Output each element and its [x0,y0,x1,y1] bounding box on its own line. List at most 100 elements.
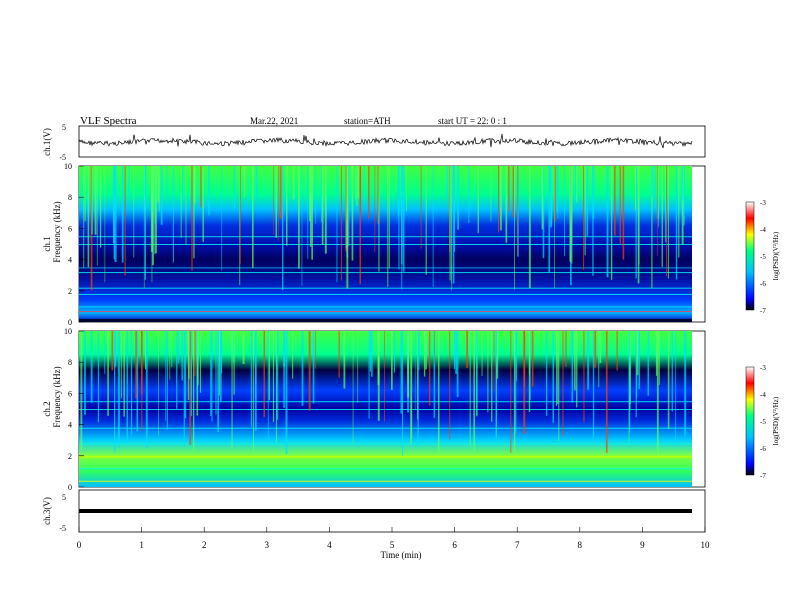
sferic-streak [145,331,148,448]
sferic-streak [498,166,500,233]
sferic-streak [221,166,223,271]
sferic-streak [542,166,545,259]
sferic-streak [655,331,658,376]
xaxis-label: Time (min) [381,550,422,560]
sferic-streak [338,331,340,378]
sferic-streak [183,331,185,446]
sferic-streak [417,331,418,420]
sferic-streak [215,331,217,415]
sferic-streak [675,166,678,280]
sferic-streak [185,166,187,245]
ch1-spec-channel-label: ch.1 [42,236,52,251]
sferic-streak [308,331,311,411]
sferic-streak [218,331,220,396]
ch1-ytick-bottom: -5 [59,153,66,162]
sferic-streak [473,331,476,451]
sferic-streak [671,331,673,412]
sferic-streak [683,166,685,226]
sferic-streak [301,331,304,406]
colorbar-tick-label: -4 [760,226,766,234]
ch2-spec-ylabel: Frequency (kHz) [52,366,62,427]
yaxis-tick-label: 0 [68,318,72,327]
sferic-streak [548,166,551,273]
sferic-streak [594,331,597,368]
sferic-streak [610,166,613,280]
sferic-streak [477,166,479,234]
sferic-streak [513,331,516,452]
sferic-streak [384,331,385,422]
spectrogram-band [79,306,692,308]
yaxis-tick-label: 2 [68,287,72,296]
sferic-streak [681,166,684,245]
sferic-streak [658,166,659,228]
sferic-streak [141,331,143,431]
sferic-streak [311,166,313,260]
sferic-streak [651,166,653,288]
sferic-streak [508,166,510,212]
sferic-streak [252,166,254,268]
sferic-streak [456,331,459,398]
ch2-colorbar: -3 -4 -5 -6 -7 log(PSD)(V²/Hz) [745,364,780,480]
sferic-streak [433,331,436,418]
sferic-streak [423,331,426,377]
sferic-streak [583,166,585,270]
sferic-streak [554,166,556,222]
sferic-streak [554,166,555,289]
xaxis-tick-label: 4 [327,540,332,550]
sferic-streak [196,331,198,398]
sferic-streak [292,166,295,200]
sferic-streak [282,166,284,290]
colorbar-tick-label: -7 [760,307,766,315]
sferic-streak [193,166,195,259]
sferic-streak [371,331,373,377]
ch3-ytick-top: 5 [62,493,66,502]
sferic-streak [675,331,677,448]
sferic-streak [217,331,220,432]
sferic-streak [154,166,156,255]
sferic-streak [496,331,499,379]
xaxis-tick-label: 1 [139,540,144,550]
sferic-streak [410,331,412,444]
sferic-streak [684,331,687,436]
sferic-streak [514,166,515,290]
sferic-streak [658,331,660,385]
spectrogram-band [79,311,692,313]
sferic-streak [234,166,236,209]
sferic-streak [598,331,600,388]
sferic-streak [312,331,315,404]
sferic-streak [638,331,640,390]
sferic-streak [321,166,324,245]
sferic-streak [545,331,548,416]
sferic-streak [94,166,97,235]
sferic-streak [368,166,370,219]
ch1-waveform-panel: 5 -5 ch.1(V) [42,123,706,162]
sferic-streak [557,166,559,219]
sferic-streak [345,166,348,252]
sferic-streak [681,166,683,201]
sferic-streak [321,166,322,223]
sferic-streak [453,331,455,370]
sferic-streak [495,331,497,439]
sferic-streak [571,331,574,403]
sferic-streak [552,331,554,423]
sferic-streak [556,166,559,213]
sferic-streak [592,166,595,219]
sferic-streak [667,331,670,430]
sferic-streak [208,166,210,216]
sferic-streak [425,331,427,370]
sferic-streak [166,331,168,430]
sferic-streak [592,331,595,439]
spectrogram-band [79,443,692,445]
sferic-streak [114,166,117,263]
sferic-streak [437,331,440,454]
sferic-streak [340,166,342,281]
spectrogram-band [79,427,692,429]
spectrogram-band [79,267,692,269]
spectrogram-band [79,480,692,482]
sferic-streak [202,166,204,242]
sferic-streak [569,166,572,262]
sferic-streak [592,166,594,276]
sferic-streak [113,166,115,260]
sferic-streak [135,331,137,399]
sferic-streak [90,331,93,403]
